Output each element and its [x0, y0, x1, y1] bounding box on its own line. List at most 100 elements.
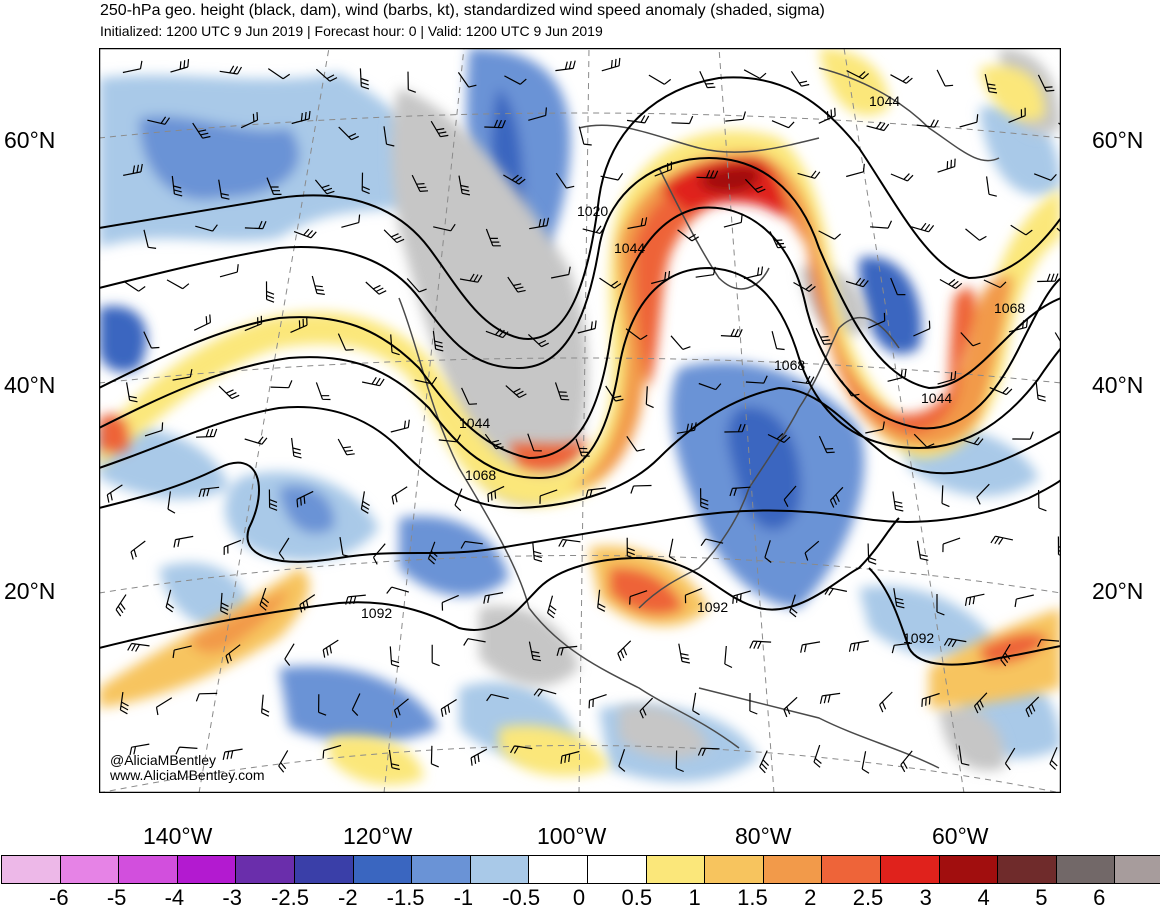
wind-barb [973, 692, 988, 714]
wind-barb [172, 645, 192, 659]
wind-barb [867, 312, 886, 329]
wind-barb [577, 320, 597, 334]
wind-barb [539, 489, 558, 504]
wind-barb [504, 75, 527, 85]
colorbar-tick-label: 0.5 [621, 885, 653, 910]
wind-barb [560, 750, 580, 764]
wind-barb [916, 119, 939, 128]
contour-label-group: 1020 1044 1044 1068 1044 1068 1044 1068 … [361, 93, 1025, 646]
wind-barb [361, 376, 385, 387]
wind-barb [290, 317, 308, 333]
wind-barb [913, 433, 935, 448]
wind-barb [196, 428, 218, 438]
wind-barb [240, 112, 259, 129]
wind-barb [692, 692, 700, 716]
map-panel: 1020 1044 1044 1068 1044 1068 1044 1068 … [99, 48, 1061, 793]
wind-barb [605, 385, 624, 402]
colorbar-tick-label: 0 [572, 885, 586, 910]
lat-label-right: 60°N [1092, 127, 1144, 153]
wind-barb [337, 438, 355, 456]
wind-barb [192, 122, 211, 139]
wind-barb [383, 229, 405, 244]
wind-barb [582, 225, 606, 234]
wind-barb [917, 540, 929, 561]
wind-barb [470, 748, 488, 766]
colorbar-swatch [1114, 855, 1160, 884]
colorbar-tick-label: -3 [222, 885, 242, 910]
wind-barb [601, 57, 621, 72]
wind-barb [293, 228, 317, 239]
wind-barb [485, 228, 501, 247]
contour-label: 1092 [903, 630, 934, 646]
colorbar-tick-label: 1.5 [737, 885, 768, 910]
wind-barb [678, 643, 691, 664]
wind-barb [431, 644, 440, 667]
wind-barb [433, 223, 456, 232]
wind-barb [890, 74, 913, 84]
colorbar-swatch [704, 855, 764, 884]
wind-barb [783, 485, 797, 507]
wind-barb [1000, 643, 1011, 667]
wind-barb [769, 231, 786, 249]
wind-barb [316, 68, 338, 82]
wind-barb [338, 126, 359, 141]
wind-barb [990, 535, 1014, 545]
wind-barb [458, 175, 471, 196]
contour-label: 1092 [697, 599, 728, 615]
contour-label: 1068 [465, 467, 496, 483]
colorbar-swatch [586, 855, 647, 884]
lon-label: 140°W [143, 823, 213, 849]
wind-barb [503, 174, 526, 185]
contour-label: 1044 [869, 93, 900, 109]
wind-barb [668, 538, 677, 562]
wind-barb [867, 543, 877, 565]
wind-barb [1010, 224, 1033, 236]
wind-barb [505, 385, 527, 399]
wind-barb [127, 642, 150, 652]
wind-barb [626, 435, 645, 452]
wind-barb [588, 694, 607, 709]
colorbar-swatch [293, 855, 354, 884]
wind-barb [911, 222, 935, 233]
wind-barb [267, 68, 291, 80]
wind-barb [729, 486, 751, 497]
wind-barb [390, 334, 400, 356]
wind-barb [585, 487, 606, 499]
wind-barb [829, 486, 844, 508]
contour-label: 1020 [577, 203, 608, 219]
colorbar-tick-label: -1.5 [386, 885, 425, 910]
colorbar-swatch [762, 855, 823, 884]
wind-barb [818, 107, 836, 124]
wind-barb [123, 280, 146, 292]
wind-barb [463, 638, 486, 646]
wind-barb [861, 751, 870, 774]
wind-barb [890, 277, 906, 296]
wind-barb [484, 119, 506, 129]
wind-barb [389, 646, 400, 668]
wind-barb [575, 438, 590, 457]
colorbar-tick-label: 1 [688, 885, 701, 910]
wind-barb [618, 749, 626, 772]
wind-barb [359, 68, 370, 90]
wind-barb [485, 328, 509, 339]
wind-barb [487, 485, 505, 503]
wind-barb [1033, 173, 1057, 181]
wind-barb [460, 540, 483, 549]
wind-barb [724, 423, 746, 433]
wind-barb [315, 382, 331, 401]
wind-barb [259, 587, 270, 611]
wind-barb [440, 698, 457, 717]
wind-barb [732, 590, 751, 604]
wind-barb [427, 541, 438, 565]
wind-barb [261, 694, 270, 717]
wind-barb [743, 69, 767, 79]
colorbar-swatch [821, 855, 881, 884]
wind-barb [578, 126, 592, 146]
wind-barb [846, 70, 870, 80]
wind-barb [175, 746, 198, 755]
wind-barb [890, 173, 914, 182]
wind-barb [627, 217, 648, 230]
wind-barb [223, 539, 242, 555]
wind-barb [390, 419, 410, 433]
wind-barb [648, 74, 672, 85]
